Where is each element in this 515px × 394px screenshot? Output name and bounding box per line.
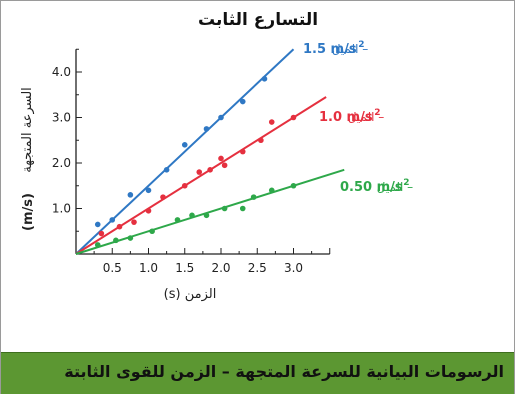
data-point [203,212,210,219]
data-point [160,194,166,200]
data-point [290,114,297,121]
series-line-1 [75,96,327,255]
series-line-2 [75,168,345,255]
data-point [239,205,246,212]
data-point [149,228,155,235]
y-tick-label: 4.0 [52,65,71,79]
data-point [181,142,188,148]
series-label-word: – الميل [348,110,384,124]
data-point [131,219,137,225]
y-axis-label-text: السرعة المتجهة [20,87,35,173]
series-line-0 [75,48,295,255]
data-point [268,187,275,194]
data-point [207,167,213,173]
data-point [203,126,210,132]
series-label-exponent: 2 [403,178,409,188]
data-point [221,205,228,212]
series-label-value: 1.0 m/s [319,110,373,125]
data-point [250,194,257,200]
x-axis-label: الزمن (s) [164,287,217,302]
x-tick-label: 2.0 [211,261,230,275]
x-tick-label: 0.5 [103,261,122,275]
data-point [218,114,224,121]
data-point [239,98,246,105]
data-point [268,119,275,125]
series-label-value: 0.50 m/s [340,180,403,195]
data-point [98,230,105,237]
data-point [189,212,195,219]
data-point [109,217,116,223]
caption-text: الرسومات البيانية للسرعة المتجهة – الزمن… [64,362,504,381]
data-point [218,155,224,162]
data-point [113,237,119,244]
chart-title: التسارع الثابت [198,10,318,30]
series-label-word: – الميل [377,180,413,194]
y-tick-label: 2.0 [52,156,71,170]
data-point [127,235,134,241]
x-tick-label: 2.5 [248,261,267,275]
data-point [127,192,134,198]
data-point [116,223,123,230]
series-label-exponent: 2 [358,40,364,50]
data-point [94,221,101,228]
data-point [290,182,297,189]
data-point [163,167,170,173]
caption-bar: الرسومات البيانية للسرعة المتجهة – الزمن… [1,352,514,394]
series-label-exponent: 2 [374,108,380,118]
data-point [181,182,188,189]
x-tick-label: 1.5 [175,261,194,275]
data-point [258,137,264,144]
velocity-time-chart: التسارع الثابت 1.0 2.0 3.0 4.0 0.5 1.0 1.5 2.0 2.… [20,10,413,302]
data-point [145,187,152,194]
data-point [174,217,181,223]
data-point [145,207,152,214]
data-point [261,76,268,82]
data-point [221,162,228,169]
x-tick-label: 3.0 [284,261,303,275]
data-point [196,169,203,175]
y-axis-label-unit: (m/s) [21,193,36,231]
data-point [94,242,101,248]
data-point [239,148,246,155]
y-tick-label: 3.0 [52,111,71,125]
y-tick-label: 1.0 [52,202,71,216]
series-label-value: 1.5 m/s [303,42,357,57]
series-label-word: – الميل [332,42,368,56]
x-tick-label: 1.0 [139,261,158,275]
